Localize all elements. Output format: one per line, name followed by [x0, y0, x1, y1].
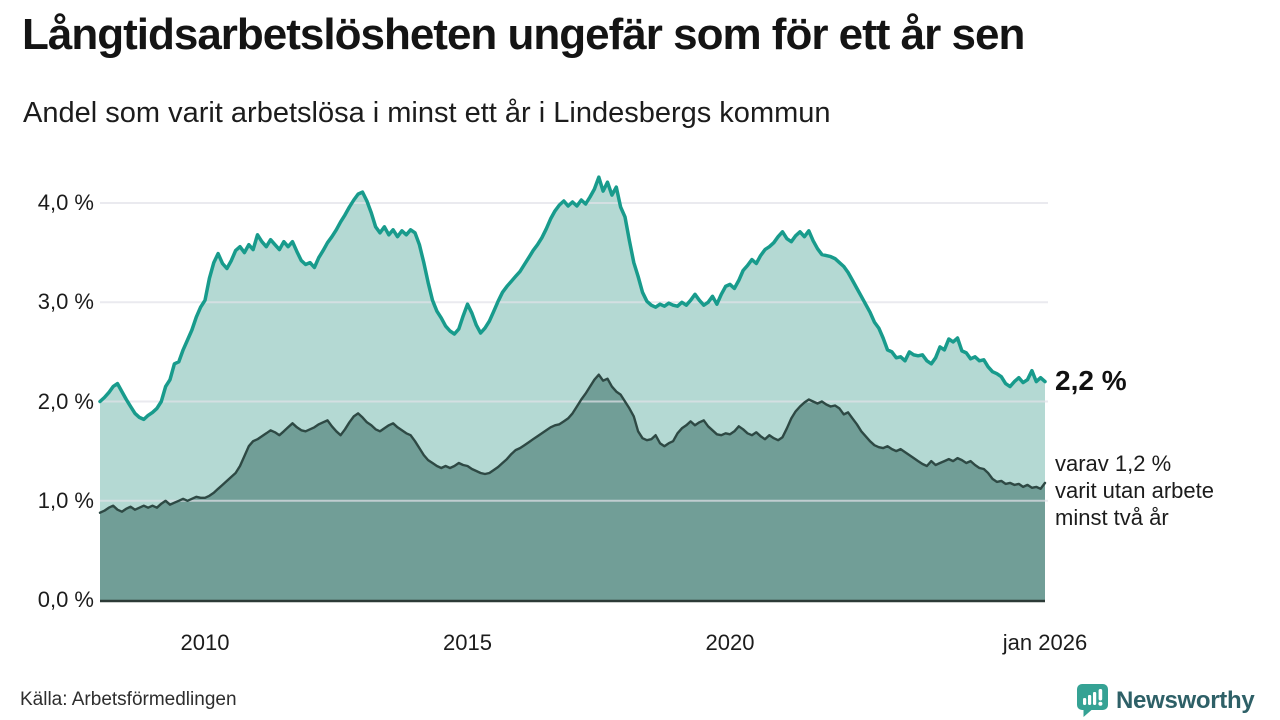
- y-tick-label: 4,0 %: [37, 190, 94, 215]
- x-tick-label: 2015: [443, 630, 492, 655]
- end-note-label: varav 1,2 % varit utan arbete minst två …: [1055, 450, 1214, 531]
- end-note-line-3: minst två år: [1055, 505, 1169, 530]
- y-tick-label: 1,0 %: [37, 487, 94, 513]
- chart-subtitle: Andel som varit arbetslösa i minst ett å…: [23, 97, 831, 129]
- x-tick-label: 2010: [180, 630, 230, 655]
- chart-title: Långtidsarbetslösheten ungefär som för e…: [22, 10, 1025, 59]
- y-tick-label: 0,0 %: [37, 587, 94, 612]
- newsworthy-wordmark: Newsworthy: [1116, 686, 1255, 714]
- area-two-years: [100, 374, 1045, 600]
- line-one-year: [98, 175, 1047, 422]
- y-tick-label: 3,0 %: [37, 289, 94, 315]
- newsworthy-logo: Newsworthy: [1076, 683, 1255, 718]
- line-two-years: [98, 373, 1047, 514]
- y-tick-label: 2,0 %: [37, 388, 94, 414]
- source-note: Källa: Arbetsförmedlingen: [20, 689, 237, 710]
- x-tick-label: jan 2026: [1002, 630, 1088, 655]
- end-note-line-1: varav 1,2 %: [1055, 451, 1172, 476]
- end-value-label: 2,2 %: [1055, 365, 1127, 396]
- end-note-line-2: varit utan arbete: [1055, 478, 1214, 503]
- area-one-year: [100, 177, 1045, 600]
- newsworthy-icon: [1077, 684, 1108, 717]
- x-tick-label: 2020: [705, 630, 755, 655]
